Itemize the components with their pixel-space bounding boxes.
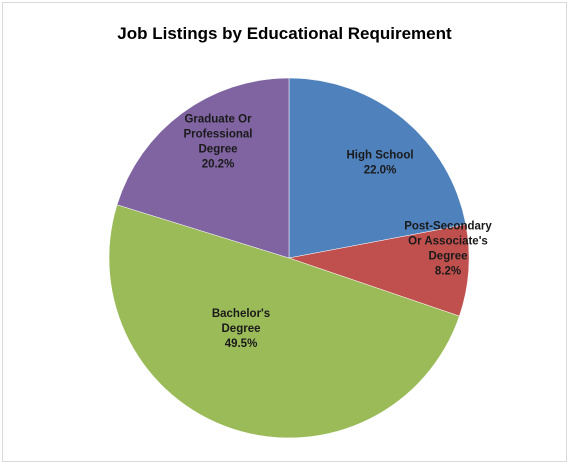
pie-chart: High School 22.0%Post-Secondary Or Associa… xyxy=(0,0,571,466)
